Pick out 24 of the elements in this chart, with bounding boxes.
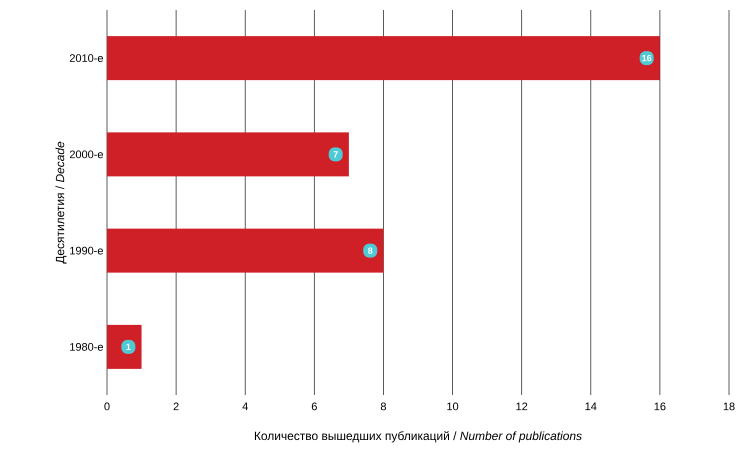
y-tick-label: 2000-е [70,150,103,158]
x-axis-title: Количество вышедших публикаций / Number of publications [254,431,582,442]
y-axis-title: Десятилетия / Decade [55,142,67,264]
bar [107,228,384,273]
y-tick-label: 1990-е [70,246,103,255]
x-tick-label: 6 [312,402,317,410]
bar [107,36,660,80]
bar [107,324,142,369]
x-tick-label: 12 [516,402,528,410]
x-tick-label: 10 [447,402,458,410]
x-tick-label: 16 [654,402,666,410]
bar [107,132,349,176]
data-label: 8 [368,247,372,254]
y-tick-label: 2010-е [70,54,103,62]
x-tick-label: 8 [380,402,386,410]
x-tick-label: 4 [242,402,248,410]
data-label: 7 [334,151,338,158]
data-label: 1 [126,344,131,350]
y-tick-label: 1980-е [70,343,103,351]
x-tick-label: 2 [174,402,179,410]
x-tick-label: 0 [104,402,110,410]
x-tick-label: 18 [724,402,735,410]
data-label: 16 [642,54,652,62]
x-tick-label: 14 [586,402,597,410]
